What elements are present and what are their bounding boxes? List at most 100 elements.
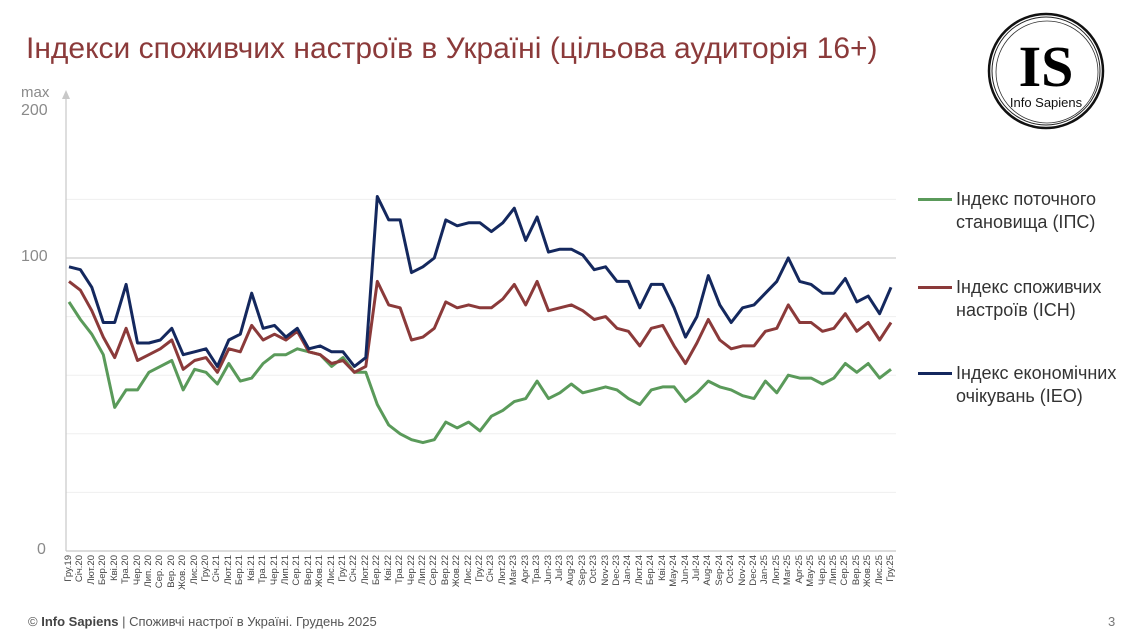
series-lines xyxy=(67,195,893,445)
x-tick-label: Лют.22 xyxy=(359,555,371,585)
x-tick-label: Лют.21 xyxy=(222,555,234,585)
legend-swatch-blue xyxy=(918,372,952,375)
x-tick-label: Лис.20 xyxy=(188,555,200,585)
x-tick-label: Січ.23 xyxy=(485,555,497,583)
x-tick-label: Лип.25 xyxy=(827,555,839,585)
x-tick-label: Mar-25 xyxy=(782,555,794,586)
x-tick-label: Гру.20 xyxy=(200,555,211,582)
x-tick-label: Jul-23 xyxy=(553,555,565,581)
footer-text: | Споживчі настрої в Україні. Грудень 20… xyxy=(118,614,377,629)
series-line-0 xyxy=(67,301,892,445)
x-tick-label: Сер.21 xyxy=(291,555,303,586)
x-tick-label: Aug-24 xyxy=(702,555,714,586)
series-line-1 xyxy=(68,279,893,374)
x-tick-label: Січ.22 xyxy=(348,555,360,583)
x-tick-label: Тра.22 xyxy=(394,555,406,585)
legend-label: Індекс економічних очікувань (ІЕО) xyxy=(956,363,1117,406)
x-tick-label: Apr-23 xyxy=(519,555,531,584)
x-tick-label: Кві.24 xyxy=(656,555,668,581)
legend-label: Індекс споживчих настроїв (ІСН) xyxy=(956,277,1102,320)
x-tick-label: Чер.22 xyxy=(405,555,417,586)
x-tick-label: Кві.22 xyxy=(382,555,394,581)
x-tick-label: Jan-25 xyxy=(759,555,771,585)
x-tick-label: Вер.21 xyxy=(302,555,314,586)
x-tick-label: Лют.24 xyxy=(633,555,645,585)
x-tick-label: Кві.20 xyxy=(108,555,120,581)
x-tick-label: Nov-24 xyxy=(736,555,748,586)
x-tick-label: Гру.22 xyxy=(474,555,485,582)
copyright-icon: © xyxy=(28,614,38,629)
x-tick-label: Сер.25 xyxy=(839,555,851,586)
logo-circle-icon: IS Info Sapiens xyxy=(987,12,1105,130)
x-tick-label: Жов.25 xyxy=(862,555,874,588)
y-tick-100: 100 xyxy=(21,248,48,265)
x-tick-label: Жов. 20 xyxy=(177,555,189,590)
legend-swatch-red xyxy=(918,286,952,289)
x-tick-label: Лис.25 xyxy=(873,555,885,585)
x-tick-label: Jul-24 xyxy=(690,555,702,581)
x-tick-label: Nov-23 xyxy=(599,555,611,586)
x-tick-label: Вер.25 xyxy=(850,555,862,586)
x-tick-label: Бер.24 xyxy=(645,555,657,586)
x-tick-label: Oct-23 xyxy=(588,555,600,584)
y-tick-0: 0 xyxy=(37,541,46,558)
x-tick-label: Тра.23 xyxy=(531,555,543,585)
x-tick-label: May-24 xyxy=(668,555,680,587)
x-tick-label: Jun-23 xyxy=(542,555,554,585)
x-tick-label: Dec-24 xyxy=(748,555,759,586)
x-tick-label: Січ.20 xyxy=(74,555,86,583)
x-tick-label: Січ.21 xyxy=(211,555,223,583)
x-tick-label: Лют.20 xyxy=(85,555,97,585)
x-tick-label: Бер.22 xyxy=(371,555,383,586)
footer-brand: Info Sapiens xyxy=(41,614,119,629)
x-tick-label: Бер.21 xyxy=(234,555,246,586)
logo-name: Info Sapiens xyxy=(1010,95,1083,110)
x-tick-label: Жов.22 xyxy=(451,555,463,588)
x-tick-label: Лют.25 xyxy=(770,555,782,585)
logo-mark: IS xyxy=(1019,34,1074,99)
x-tick-label: Сер. 20 xyxy=(154,555,166,589)
page-title: Індекси споживчих настроїв в Україні (ці… xyxy=(26,32,878,65)
x-tick-label: Лис.22 xyxy=(462,555,474,585)
x-tick-label: Сер.22 xyxy=(428,555,440,586)
x-tick-label: Бер.20 xyxy=(97,555,109,586)
x-tick-label: Лип. 20 xyxy=(142,555,154,588)
x-tick-label: Jun-24 xyxy=(679,555,691,585)
x-tick-label: Кві.21 xyxy=(245,555,257,581)
x-tick-label: Mar-23 xyxy=(508,555,520,586)
x-tick-label: Apr-25 xyxy=(793,555,805,584)
legend-label: Індекс поточного становища (ІПС) xyxy=(956,189,1097,232)
x-tick-label: Лис.21 xyxy=(325,555,337,585)
x-tick-label: Лип.21 xyxy=(279,555,291,585)
x-tick-label: Вер.22 xyxy=(439,555,451,586)
x-tick-label: Тра.20 xyxy=(120,555,132,585)
x-tick-label: Sep-24 xyxy=(713,555,725,586)
x-tick-label: Aug-23 xyxy=(565,555,577,586)
x-tick-label: Гру.21 xyxy=(337,555,348,582)
y-axis-max-label: max xyxy=(21,84,50,101)
x-tick-label: Sep-23 xyxy=(576,555,588,586)
page-number: 3 xyxy=(1108,614,1116,629)
footer: © Info Sapiens | Споживчі настрої в Укра… xyxy=(28,614,377,629)
info-sapiens-logo: IS Info Sapiens xyxy=(982,10,1110,132)
x-tick-label: Чер.20 xyxy=(131,555,143,586)
x-tick-label: Лют.23 xyxy=(496,555,508,585)
x-tick-label: Dec-23 xyxy=(611,555,622,586)
x-tick-label: Вер. 20 xyxy=(165,555,177,588)
x-tick-label: Гру.25 xyxy=(885,555,896,582)
y-tick-200: 200 xyxy=(21,102,48,119)
x-tick-label: Чер.25 xyxy=(816,555,828,586)
x-tick-label: Гру.19 xyxy=(63,555,74,582)
y-axis-arrow-icon xyxy=(62,90,70,99)
x-tick-label: Лип.22 xyxy=(416,555,428,585)
x-tick-label: Жов.21 xyxy=(314,555,326,588)
x-tick-label: Oct-24 xyxy=(725,555,737,584)
x-tick-label: May-25 xyxy=(805,555,817,587)
series-line-2 xyxy=(68,195,893,368)
x-tick-label: Jan-24 xyxy=(622,555,634,585)
x-tick-label: Тра.21 xyxy=(257,555,269,585)
x-tick-label: Чер.21 xyxy=(268,555,280,586)
legend-swatch-green xyxy=(918,198,952,201)
gridlines xyxy=(66,198,896,493)
